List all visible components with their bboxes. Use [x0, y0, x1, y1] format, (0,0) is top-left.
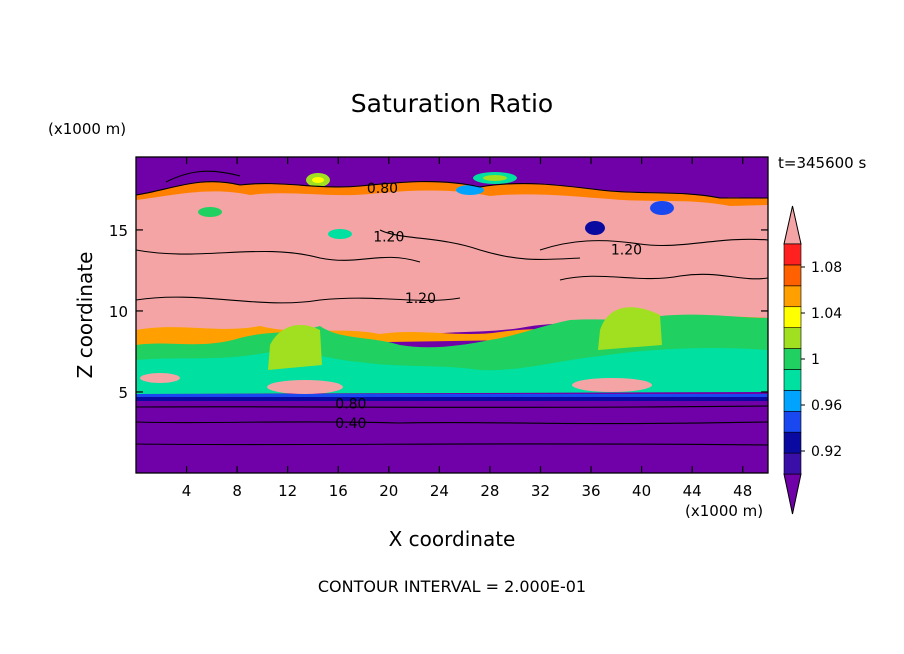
x-axis-label: X coordinate	[389, 527, 516, 551]
x-unit-label: (x1000 m)	[685, 502, 763, 520]
colorbar-segment	[783, 452, 802, 475]
contour-label: 0.40	[335, 416, 366, 432]
x-tick-label: 36	[581, 482, 600, 500]
colorbar-label: 1.04	[811, 306, 842, 322]
x-tick-label: 48	[733, 482, 752, 500]
colorbar-segment	[783, 285, 802, 308]
contour-label: 1.20	[405, 291, 436, 307]
x-tick-label: 16	[329, 482, 348, 500]
chart-title: Saturation Ratio	[351, 89, 553, 118]
x-tick-label: 32	[531, 482, 550, 500]
colorbar-label: 0.92	[811, 444, 842, 460]
colorbar-segment	[783, 431, 802, 454]
x-tick-label: 8	[232, 482, 242, 500]
x-tick-label: 40	[632, 482, 651, 500]
y-tick-label: 10	[109, 303, 128, 321]
x-tick-label: 4	[182, 482, 192, 500]
colorbar-segment	[783, 390, 802, 412]
x-tick-label: 24	[430, 482, 449, 500]
time-label: t=345600 s	[778, 154, 866, 172]
colorbar-label: 1.08	[811, 260, 842, 276]
colorbar-segment	[783, 264, 802, 287]
colorbar-label: 1	[811, 352, 820, 368]
contour-label: 0.80	[335, 396, 366, 412]
colorbar-segment	[783, 348, 802, 370]
colorbar-segment	[783, 306, 802, 328]
y-tick-label: 15	[109, 222, 128, 240]
x-tick-label: 28	[480, 482, 499, 500]
plot-frame	[135, 156, 769, 474]
contour-label: 1.20	[611, 242, 642, 258]
colorbar-segment	[783, 369, 802, 391]
contour-label: 1.20	[373, 229, 404, 245]
colorbar-segment	[783, 327, 802, 349]
contour-interval-note: CONTOUR INTERVAL = 2.000E-01	[318, 577, 586, 596]
y-tick-label: 5	[118, 384, 128, 402]
x-tick-label: 20	[379, 482, 398, 500]
colorbar-segment	[783, 243, 802, 266]
x-tick-label: 44	[683, 482, 702, 500]
colorbar-under-arrow	[783, 473, 802, 515]
saturation-field: 0.80 1.20 1.20 1.20 0.80 0.40	[136, 157, 768, 473]
y-unit-label: (x1000 m)	[48, 120, 126, 138]
x-tick-label: 12	[278, 482, 297, 500]
colorbar: 1.08 1.04 1 0.96 0.92	[783, 205, 842, 515]
colorbar-segment	[783, 410, 802, 433]
y-axis-label: Z coordinate	[73, 252, 97, 379]
colorbar-over-arrow	[783, 205, 802, 245]
contour-label: 0.80	[367, 181, 398, 197]
colorbar-label: 0.96	[811, 398, 842, 414]
